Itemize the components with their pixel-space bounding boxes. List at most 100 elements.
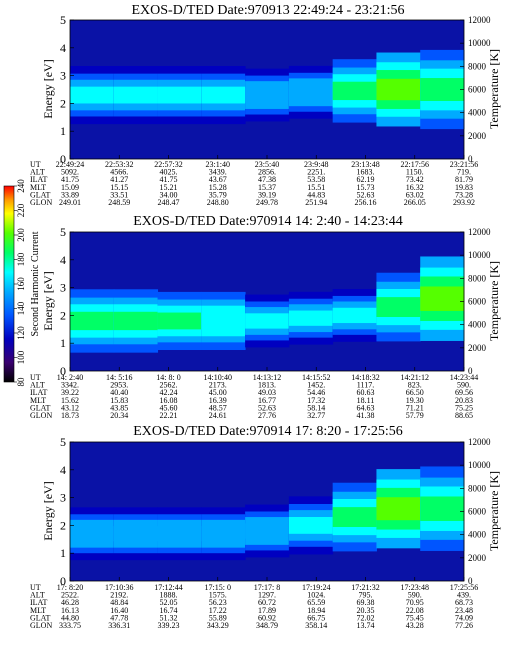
table-cell: 795. <box>359 591 373 600</box>
y-right-tick-label: 12000 <box>468 15 491 25</box>
table-cell: 51.32 <box>160 613 178 622</box>
table-cell: 57.79 <box>406 411 424 420</box>
table-cell: 14: 5:16 <box>106 373 132 382</box>
table-cell: 22:53:32 <box>105 160 133 169</box>
heatmap-cell <box>113 526 159 542</box>
table-cell: 2173. <box>209 381 227 390</box>
table-cell: 1813. <box>258 381 276 390</box>
heatmap-cell <box>70 311 115 331</box>
table-cell: 73.42 <box>406 175 424 184</box>
heatmap-cell <box>332 307 377 324</box>
table-cell: 68.73 <box>455 598 473 607</box>
table-cell: 77.26 <box>455 621 473 630</box>
table-cell: 20.83 <box>455 396 473 405</box>
panel-2-title: EXOS-D/TED Date:970914 14: 2:40 - 14:23:… <box>133 214 402 229</box>
table-cell: 2856. <box>258 168 276 177</box>
table-row-label: GLON <box>30 198 52 207</box>
y-right-tick-label: 10000 <box>468 250 491 260</box>
y-tick-label: 0 <box>60 152 66 166</box>
heatmap-cell <box>201 312 246 330</box>
table-cell: 53.58 <box>307 175 325 184</box>
panel-3-title: EXOS-D/TED Date:970914 17: 8:20 - 17:25:… <box>133 424 402 439</box>
table-cell: 15.73 <box>357 183 375 192</box>
table-cell: 23:9:48 <box>304 160 328 169</box>
table-row-label: ILAT <box>30 598 47 607</box>
table-cell: 52.05 <box>160 598 178 607</box>
table-cell: 16.39 <box>209 396 227 405</box>
table-row-label: GLON <box>30 411 52 420</box>
table-cell: 66.75 <box>307 613 325 622</box>
table-cell: 20.34 <box>110 411 128 420</box>
table-cell: 14: 8: 0 <box>156 373 180 382</box>
heatmap-cell <box>113 86 159 104</box>
table-cell: 71.21 <box>406 403 424 412</box>
table-cell: 44.80 <box>61 613 79 622</box>
table-cell: 13.74 <box>357 621 375 630</box>
table-row-label: ILAT <box>30 175 47 184</box>
table-cell: 41.27 <box>110 175 128 184</box>
table-cell: 2192. <box>110 591 128 600</box>
table-cell: 17.89 <box>258 606 276 615</box>
table-cell: 590. <box>408 591 422 600</box>
table-cell: 74.09 <box>455 613 473 622</box>
table-cell: 41.38 <box>357 411 375 420</box>
heatmap-cell <box>70 526 115 542</box>
table-cell: 1117. <box>357 381 374 390</box>
table-cell: 56.23 <box>209 598 227 607</box>
panel-1-orbit-table: UTALTILATMLTGLATGLON22:49:245092.41.7515… <box>30 160 478 207</box>
colorbar-tick-label: 140 <box>16 301 26 315</box>
y-tick-label: 3 <box>60 491 66 505</box>
table-row-label: ALT <box>30 591 45 600</box>
table-cell: 60.63 <box>357 388 375 397</box>
table-cell: 3342. <box>61 381 79 390</box>
table-cell: 336.31 <box>108 621 130 630</box>
y-right-tick-label: 0 <box>468 366 473 376</box>
table-cell: 15.83 <box>110 396 128 405</box>
table-cell: 17:25:56 <box>450 583 478 592</box>
table-cell: 34.00 <box>160 190 178 199</box>
table-cell: 40.40 <box>110 388 128 397</box>
y-right-tick-label: 12000 <box>468 437 491 447</box>
heatmap-cell <box>332 507 377 527</box>
table-cell: 248.80 <box>207 198 229 207</box>
heatmap-cell <box>332 81 377 101</box>
panel-1-ylabel: Energy [eV] <box>41 59 55 118</box>
table-cell: 18.94 <box>307 606 325 615</box>
colorbar-tick-label: 220 <box>16 203 26 217</box>
table-cell: 15.21 <box>160 183 178 192</box>
table-cell: 17:17: 8 <box>254 583 280 592</box>
table-cell: 17:10:36 <box>105 583 133 592</box>
table-cell: 249.01 <box>59 198 81 207</box>
table-cell: 17: 8:20 <box>57 583 83 592</box>
table-cell: 22:17:56 <box>401 160 429 169</box>
colorbar-tick-label: 80 <box>16 377 26 387</box>
table-cell: 43.28 <box>406 621 424 630</box>
table-cell: 60.92 <box>258 613 276 622</box>
y-right-tick-label: 6000 <box>468 85 487 95</box>
panel-3-ylabel-right: Temperature [K] <box>487 471 501 551</box>
table-cell: 248.47 <box>158 198 180 207</box>
table-cell: 70.95 <box>406 598 424 607</box>
table-cell: 14:23:44 <box>450 373 478 382</box>
panel-2-heatmap <box>70 256 465 353</box>
table-cell: 1683. <box>357 168 375 177</box>
table-row-label: GLAT <box>30 613 51 622</box>
y-tick-label: 0 <box>60 574 66 588</box>
table-cell: 43.67 <box>209 175 227 184</box>
table-row-label: MLT <box>30 183 46 192</box>
panel-1-title: EXOS-D/TED Date:970913 22:49:24 - 23:21:… <box>132 3 405 18</box>
heatmap-cell <box>201 86 246 104</box>
table-cell: 248.59 <box>108 198 130 207</box>
heatmap-cell <box>157 312 202 330</box>
table-cell: 47.78 <box>110 613 128 622</box>
table-cell: 22.21 <box>160 411 178 420</box>
y-tick-label: 5 <box>60 13 66 27</box>
colorbar-tick-label: 120 <box>16 326 26 340</box>
table-cell: 64.63 <box>357 403 375 412</box>
y-right-tick-label: 8000 <box>468 483 487 493</box>
panel-3: EXOS-D/TED Date:970914 17: 8:20 - 17:25:… <box>30 424 501 630</box>
table-cell: 1452. <box>307 381 325 390</box>
table-cell: 5092. <box>61 168 79 177</box>
table-cell: 2953. <box>110 381 128 390</box>
